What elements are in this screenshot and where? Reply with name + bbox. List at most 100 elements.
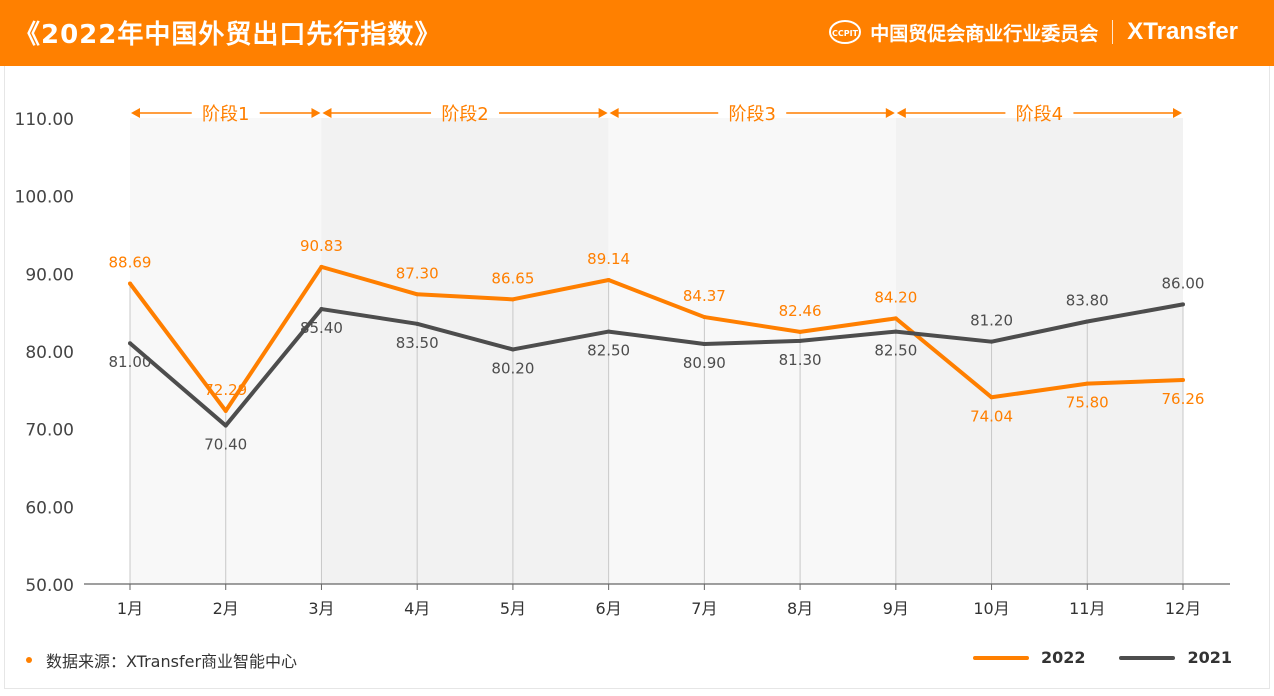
data-point-2022	[223, 408, 228, 413]
data-label-2022: 72.29	[204, 381, 247, 399]
stage-label: 阶段1	[202, 104, 249, 125]
data-point-2021	[128, 341, 132, 346]
data-label-2022: 82.46	[779, 302, 822, 320]
data-label-2021: 82.50	[587, 342, 630, 360]
data-point-2022	[893, 316, 898, 321]
y-tick-label: 50.00	[25, 576, 74, 596]
x-tick-label: 1月	[117, 599, 143, 618]
stage-label: 阶段2	[441, 104, 488, 125]
data-label-2021: 80.90	[683, 354, 726, 372]
data-label-2021: 80.20	[491, 359, 534, 377]
x-tick-label: 12月	[1165, 599, 1201, 618]
org-name: 中国贸促会商业行业委员会	[870, 22, 1099, 45]
brand: CCPIT 中国贸促会商业行业委员会 XTransfer	[828, 18, 1238, 46]
arrow-left-icon	[131, 108, 140, 118]
ccpit-logo-icon: CCPIT	[829, 20, 862, 44]
page-title: 《2022年中国外贸出口先行指数》	[14, 20, 442, 50]
data-point-2021	[319, 307, 324, 312]
data-label-2021: 81.30	[779, 351, 822, 369]
data-source: 数据来源：XTransfer商业智能中心	[26, 648, 297, 672]
data-label-2021: 85.40	[300, 319, 343, 337]
series-line-2021	[128, 302, 1184, 428]
legend-label-2021: 2021	[1187, 648, 1232, 667]
data-label-2022: 90.83	[300, 237, 343, 255]
data-point-2021	[798, 338, 803, 343]
data-point-2022	[798, 329, 803, 334]
arrow-left-icon	[322, 108, 332, 118]
data-label-2021: 81.00	[109, 353, 152, 371]
data-label-2022: 76.26	[1162, 390, 1205, 408]
y-tick-label: 90.00	[25, 265, 74, 285]
data-label-2021: 81.20	[970, 312, 1013, 330]
x-tick-label: 6月	[596, 599, 622, 618]
arrow-right-icon	[1173, 108, 1182, 118]
data-label-2022: 84.37	[683, 287, 726, 305]
x-tick-label: 5月	[500, 599, 526, 618]
data-point-2021	[989, 339, 994, 344]
legend-label-2022: 2022	[1040, 648, 1086, 667]
data-point-2021	[893, 329, 898, 334]
data-label-2022: 88.69	[109, 254, 152, 272]
data-label-2022: 84.20	[874, 288, 917, 306]
data-point-2021	[702, 342, 707, 347]
x-tick-label: 9月	[883, 599, 909, 618]
data-label-2021: 70.40	[204, 436, 247, 454]
chart-frame	[4, 66, 1270, 689]
data-label-2022: 89.14	[587, 250, 630, 268]
x-tick-label: 2月	[213, 599, 239, 618]
data-point-2022	[702, 315, 707, 320]
data-point-2021	[415, 321, 420, 326]
svg-text:CCPIT: CCPIT	[832, 29, 859, 38]
data-point-2021	[606, 329, 611, 334]
data-label-2021: 83.80	[1066, 291, 1109, 309]
data-label-2021: 83.50	[396, 334, 439, 352]
data-point-2022	[1085, 381, 1090, 386]
data-point-2021	[510, 347, 515, 352]
y-tick-label: 80.00	[25, 343, 74, 363]
legend-swatch-2022	[972, 655, 1029, 660]
data-label-2021: 82.50	[874, 342, 917, 360]
arrow-right-icon	[598, 108, 608, 118]
y-tick-label: 110.00	[15, 110, 74, 130]
stage-label: 阶段4	[1016, 104, 1063, 125]
data-point-2022	[1181, 378, 1185, 383]
header: 《2022年中国外贸出口先行指数》 CCPIT 中国贸促会商业行业委员会 XTr…	[0, 0, 1274, 66]
arrow-right-icon	[311, 108, 321, 118]
x-tick-label: 7月	[691, 599, 717, 618]
data-point-2022	[128, 281, 132, 286]
stage-band	[608, 118, 896, 584]
data-point-2021	[1181, 302, 1185, 307]
xtransfer-logo: XTransfer	[1127, 18, 1238, 45]
legend: 2022 2021	[939, 648, 1232, 667]
data-label-2022: 86.65	[491, 269, 534, 287]
bullet-icon	[26, 657, 32, 663]
arrow-left-icon	[609, 108, 619, 118]
stage-label: 阶段3	[729, 104, 776, 125]
x-tick-label: 3月	[308, 599, 334, 618]
legend-swatch-2021	[1119, 655, 1176, 660]
y-tick-label: 100.00	[15, 188, 74, 208]
divider	[1112, 20, 1114, 44]
data-label-2021: 86.00	[1162, 274, 1205, 292]
x-tick-label: 4月	[404, 599, 430, 618]
arrow-left-icon	[896, 108, 906, 118]
source-text: 数据来源：XTransfer商业智能中心	[46, 652, 298, 671]
data-point-2021	[223, 423, 228, 428]
stage-band	[895, 118, 1183, 584]
x-tick-label: 10月	[973, 599, 1009, 618]
data-point-2022	[989, 395, 994, 400]
data-point-2022	[606, 278, 611, 283]
data-point-2022	[319, 264, 324, 269]
x-tick-label: 8月	[787, 599, 813, 618]
data-point-2022	[415, 292, 420, 297]
stage-band	[321, 118, 609, 584]
y-tick-label: 70.00	[25, 421, 74, 441]
x-tick-label: 11月	[1069, 599, 1105, 618]
arrow-right-icon	[885, 108, 895, 118]
data-label-2022: 74.04	[970, 407, 1013, 425]
y-tick-label: 60.00	[25, 498, 74, 518]
data-point-2021	[1085, 319, 1090, 324]
data-label-2022: 87.30	[396, 264, 439, 282]
data-label-2022: 75.80	[1066, 394, 1109, 412]
